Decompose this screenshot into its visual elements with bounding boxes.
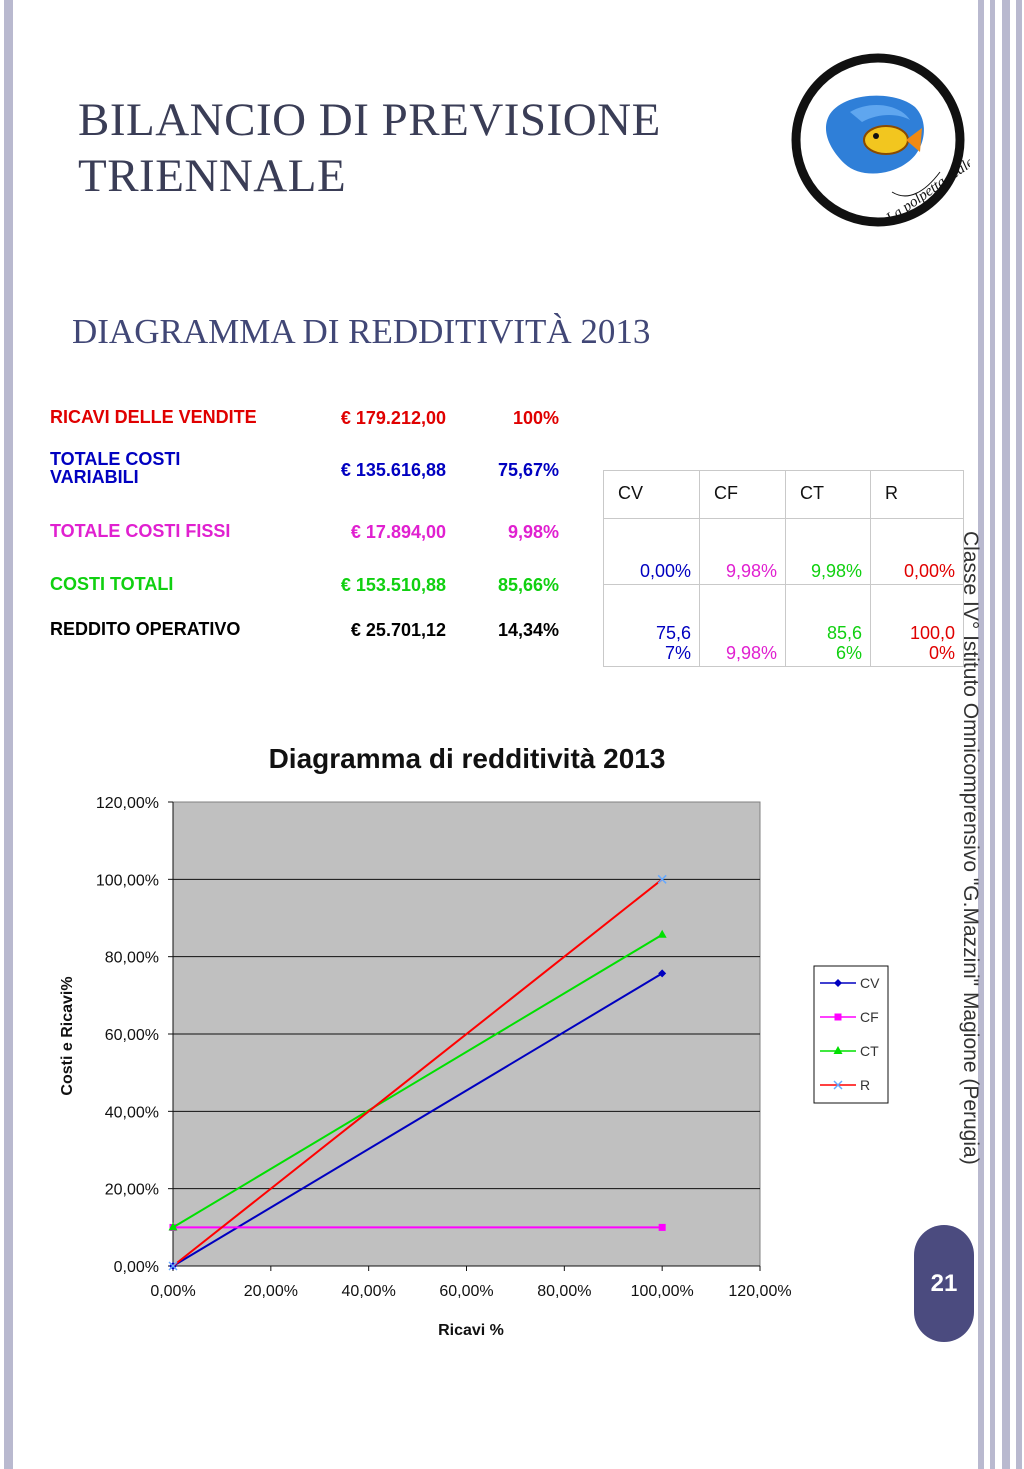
chart-svg: Diagramma di redditività 2013 0,00% 20,00%… [59,743,889,1339]
summary-amount: € 17.894,00 [350,522,446,542]
mini-cell: 75,67% [603,584,700,667]
summary-label: REDDITO OPERATIVO [50,619,241,639]
page-subtitle: DIAGRAMMA DI REDDITIVITÀ 2013 [72,312,651,351]
summary-row: TOTALE COSTI VARIABILI € 135.616,88 75,67% [50,450,570,500]
x-tick-label: 120,00% [728,1283,791,1300]
y-axis-label: Costi e Ricavi% [59,976,76,1095]
chart-legend [813,965,889,1104]
chart-title: Diagramma di redditività 2013 [269,743,666,774]
right-decor-bar [1002,0,1010,1469]
mini-value: 0,00% [639,561,691,581]
mini-cell: 9,98% [699,584,786,667]
side-caption: Classe IV° Istituto Omnicomprensivo "G.M… [959,531,982,1165]
mini-value: 9,98% [810,561,862,581]
mini-value: 0,00% [903,561,955,581]
right-decor-bar [990,0,995,1469]
legend-marker [833,1046,843,1054]
summary-percent: 9,98% [507,522,559,542]
x-tick-label: 20,00% [244,1283,298,1300]
mini-header-r: R [870,470,964,519]
page-number-badge: 21 [914,1225,974,1342]
legend-label: CF [860,1009,879,1025]
summary-row: REDDITO OPERATIVO € 25.701,12 14,34% [50,620,570,660]
y-tick-label: 80,00% [105,950,159,967]
title-line-1: BILANCIO DI PREVISIONE [78,94,661,146]
mini-value: 9,98% [725,561,777,581]
mini-table: CV CF CT R 0,00% 9,98% 9,98% 0,00% 75,67… [603,470,964,667]
mini-value: 100,00% [909,623,955,663]
series-line-ct [172,933,663,1229]
title-line-2: TRIENNALE [78,150,347,202]
series-line-r [172,878,663,1267]
legend-label: CV [860,975,880,991]
summary-row: TOTALE COSTI FISSI € 17.894,00 9,98% [50,522,570,562]
legend-label: CT [860,1043,879,1059]
summary-row: COSTI TOTALI € 153.510,88 85,66% [50,575,570,615]
x-tick-label: 80,00% [537,1283,591,1300]
series-point-ct [657,929,667,938]
right-decor-bar [1016,0,1022,1469]
legend-marker [834,979,842,987]
y-tick-label: 40,00% [105,1104,159,1121]
mini-header-cv: CV [603,470,700,519]
page-title: BILANCIO DI PREVISIONE TRIENNALE [78,92,778,204]
mini-cell: 85,66% [785,584,871,667]
mini-value: 75,67% [655,623,691,663]
mini-cell: 9,98% [785,518,871,585]
summary-row: RICAVI DELLE VENDITE € 179.212,00 100% [50,408,570,448]
mini-value: 85,66% [826,623,862,663]
mini-header-ct: CT [785,470,871,519]
summary-percent: 85,66% [497,575,559,595]
x-tick-label: 40,00% [342,1283,396,1300]
legend-marker [834,1013,842,1021]
mini-cell: 0,00% [603,518,700,585]
series-point-r [168,1261,178,1271]
y-tick-label: 60,00% [105,1027,159,1044]
x-tick-label: 60,00% [439,1283,493,1300]
y-tick-label: 20,00% [105,1182,159,1199]
series-point-ct [168,1222,178,1231]
series-point-cf [658,1223,666,1231]
legend-label: R [860,1077,870,1093]
mini-cell: 9,98% [699,518,786,585]
summary-label: RICAVI DELLE VENDITE [50,407,257,427]
right-decor-bar [978,0,984,1469]
summary-amount: € 179.212,00 [340,408,446,428]
legend-marker [833,1080,843,1090]
series-point-cv [658,969,667,978]
summary-label: TOTALE COSTI VARIABILI [50,449,181,487]
summary-percent: 14,34% [497,620,559,640]
summary-percent: 100% [512,408,559,428]
summary-label: TOTALE COSTI FISSI [50,521,231,541]
y-tick-label: 0,00% [114,1259,159,1276]
summary-amount: € 135.616,88 [340,460,446,480]
x-tick-label: 0,00% [150,1283,195,1300]
fish-logo-icon: La polpetta reale [790,52,977,232]
x-tick-label: 100,00% [631,1283,694,1300]
summary-amount: € 153.510,88 [340,575,446,595]
mini-cell: 100,00% [870,584,964,667]
series-point-r [657,874,667,884]
y-tick-label: 120,00% [96,795,159,812]
y-tick-label: 100,00% [96,872,159,889]
mini-header-cf: CF [699,470,786,519]
summary-amount: € 25.701,12 [350,620,446,640]
x-axis-label: Ricavi % [438,1322,504,1339]
summary-percent: 75,67% [497,460,559,480]
mini-value: 9,98% [725,643,777,663]
mini-cell: 0,00% [870,518,964,585]
left-decor-bar [4,0,13,1469]
summary-label: COSTI TOTALI [50,574,174,594]
series-line-cv [172,972,663,1267]
profitability-chart: Diagramma di redditività 2013 0,00% 20,00%… [40,730,900,1350]
